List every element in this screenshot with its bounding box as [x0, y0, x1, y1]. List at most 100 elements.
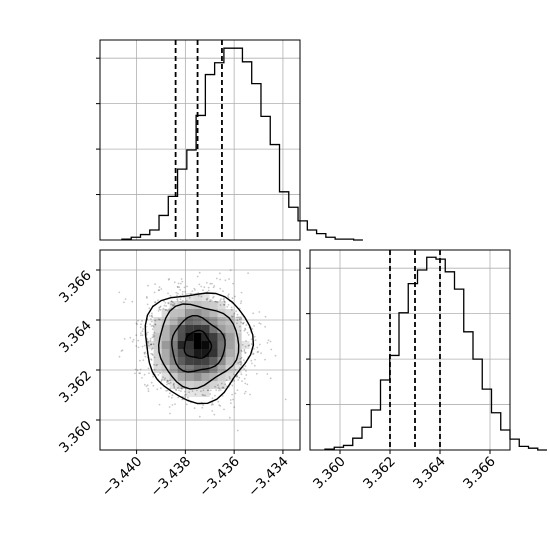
scatter-point — [157, 299, 159, 302]
scatter-point — [184, 248, 186, 250]
scatter-point — [259, 323, 262, 325]
marginal-y-xtick-label: 3.366 — [460, 454, 499, 493]
scatter-point — [184, 290, 187, 293]
scatter-point — [233, 312, 236, 314]
scatter-point — [244, 382, 247, 385]
scatter-point — [213, 413, 216, 416]
scatter-point — [158, 289, 161, 291]
density-cell — [209, 333, 218, 341]
scatter-point — [152, 326, 155, 328]
scatter-point — [240, 350, 243, 353]
scatter-point — [167, 380, 170, 382]
scatter-point — [201, 406, 204, 409]
scatter-point — [221, 395, 224, 397]
density-cell — [161, 373, 170, 381]
scatter-point — [240, 360, 242, 363]
scatter-point — [225, 385, 228, 387]
scatter-point — [219, 304, 222, 306]
scatter-point — [177, 286, 179, 288]
scatter-point — [148, 307, 151, 310]
scatter-point — [140, 332, 142, 334]
scatter-point — [250, 338, 253, 341]
scatter-point — [191, 390, 194, 392]
scatter-point — [245, 340, 247, 342]
scatter-point — [146, 384, 149, 387]
joint-xtick-label: −3.436 — [196, 454, 243, 501]
scatter-point — [183, 286, 186, 289]
scatter-point — [141, 345, 144, 348]
scatter-point — [154, 323, 157, 326]
scatter-point — [176, 387, 179, 389]
scatter-point — [166, 380, 169, 383]
scatter-point — [243, 377, 246, 380]
scatter-point — [137, 319, 139, 322]
scatter-point — [250, 359, 253, 362]
scatter-point — [240, 373, 243, 376]
scatter-point — [205, 281, 208, 284]
scatter-point — [204, 394, 207, 397]
scatter-point — [178, 389, 181, 392]
density-cell — [153, 333, 162, 341]
density-cell — [177, 333, 186, 341]
scatter-point — [151, 353, 154, 355]
scatter-point — [152, 343, 155, 346]
scatter-point — [170, 300, 173, 303]
scatter-point — [151, 314, 153, 317]
density-cell — [193, 389, 202, 397]
scatter-point — [184, 396, 186, 398]
scatter-point — [232, 398, 234, 401]
scatter-point — [247, 344, 250, 347]
scatter-point — [191, 290, 194, 292]
marginal-y-xtick-label: 3.360 — [310, 454, 349, 493]
scatter-point — [169, 412, 171, 415]
scatter-point — [142, 328, 145, 330]
scatter-point — [218, 387, 221, 390]
scatter-point — [233, 406, 236, 408]
scatter-point — [200, 295, 203, 298]
scatter-point — [237, 362, 240, 364]
density-cell — [225, 325, 234, 333]
scatter-point — [209, 299, 212, 301]
density-cell — [161, 317, 170, 325]
scatter-point — [157, 310, 160, 312]
scatter-point — [148, 344, 150, 347]
density-cell — [153, 317, 162, 325]
scatter-point — [266, 373, 269, 375]
scatter-point — [258, 322, 261, 324]
scatter-point — [185, 299, 188, 302]
scatter-point — [210, 403, 213, 406]
scatter-point — [229, 399, 232, 401]
scatter-point — [212, 403, 214, 406]
scatter-point — [230, 315, 233, 317]
scatter-point — [173, 385, 176, 388]
scatter-point — [214, 394, 216, 397]
scatter-point — [139, 326, 142, 329]
scatter-point — [166, 383, 168, 386]
scatter-point — [166, 381, 168, 383]
scatter-point — [173, 281, 176, 284]
scatter-point — [153, 331, 156, 334]
scatter-point — [225, 379, 228, 382]
scatter-point — [143, 353, 146, 355]
density-cell — [169, 341, 178, 349]
density-cell — [201, 357, 210, 365]
scatter-point — [260, 352, 262, 355]
scatter-point — [239, 325, 241, 328]
scatter-point — [156, 388, 159, 391]
scatter-point — [264, 358, 266, 361]
scatter-point — [215, 277, 218, 280]
scatter-point — [267, 339, 270, 342]
scatter-point — [239, 329, 242, 332]
joint-xtick-label: −3.440 — [99, 454, 146, 501]
scatter-point — [207, 389, 210, 392]
scatter-point — [215, 300, 218, 303]
density-cell — [217, 301, 226, 309]
scatter-point — [189, 292, 192, 295]
scatter-point — [154, 301, 157, 303]
scatter-point — [175, 388, 177, 391]
density-cell — [177, 357, 186, 365]
scatter-point — [247, 272, 250, 274]
density-cell — [201, 325, 210, 333]
scatter-point — [200, 390, 202, 393]
joint-xtick-label: −3.434 — [245, 454, 292, 501]
